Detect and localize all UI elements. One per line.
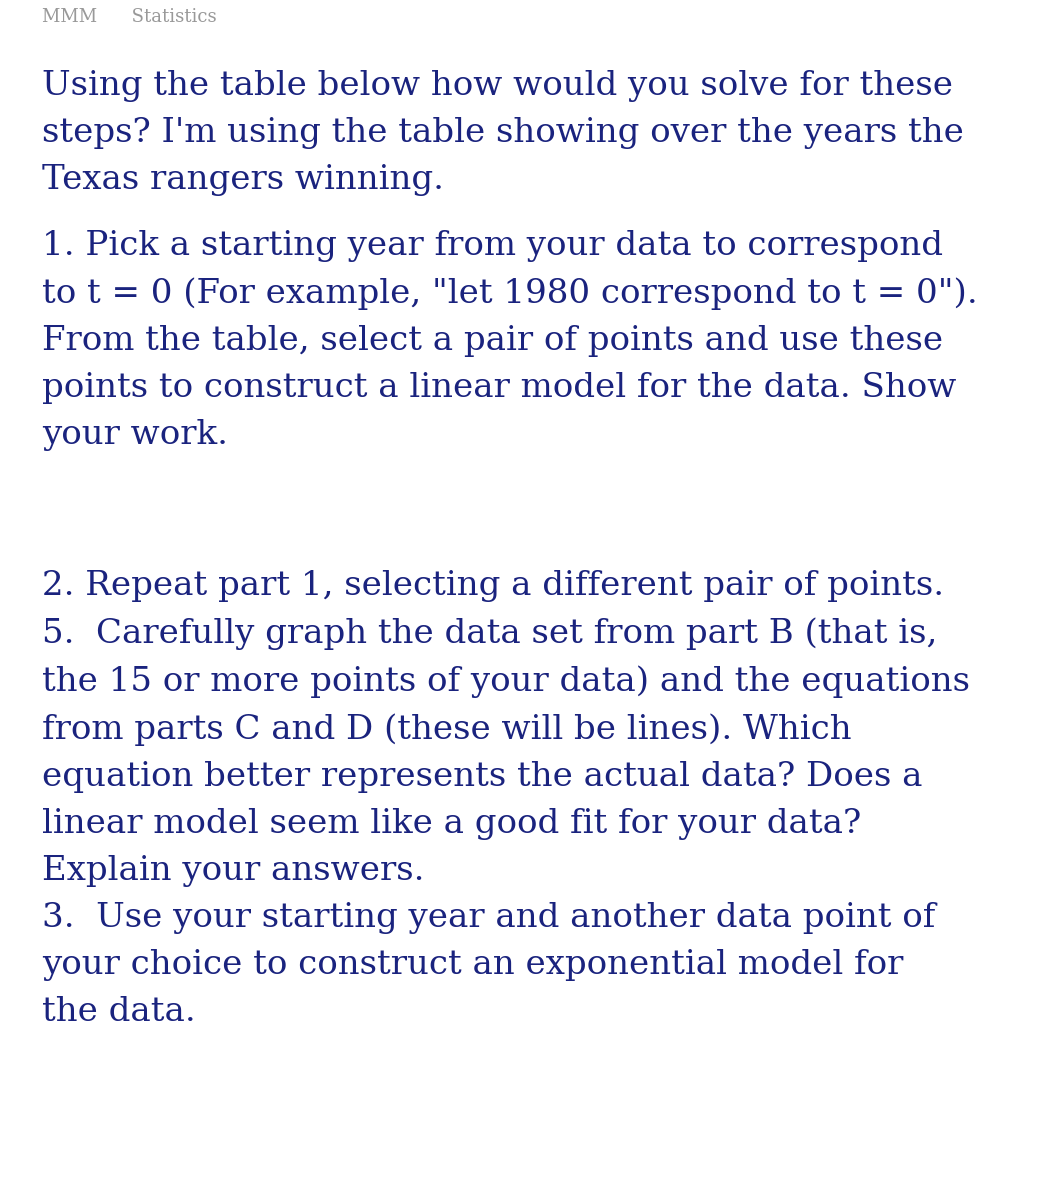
Text: 2. Repeat part 1, selecting a different pair of points.
5.  Carefully graph the : 2. Repeat part 1, selecting a different … (42, 570, 970, 1028)
Text: Using the table below how would you solve for these
steps? I'm using the table s: Using the table below how would you solv… (42, 70, 964, 196)
Text: MMM      Statistics: MMM Statistics (42, 8, 217, 26)
Text: 1. Pick a starting year from your data to correspond
to t = 0 (For example, "let: 1. Pick a starting year from your data t… (42, 230, 978, 451)
